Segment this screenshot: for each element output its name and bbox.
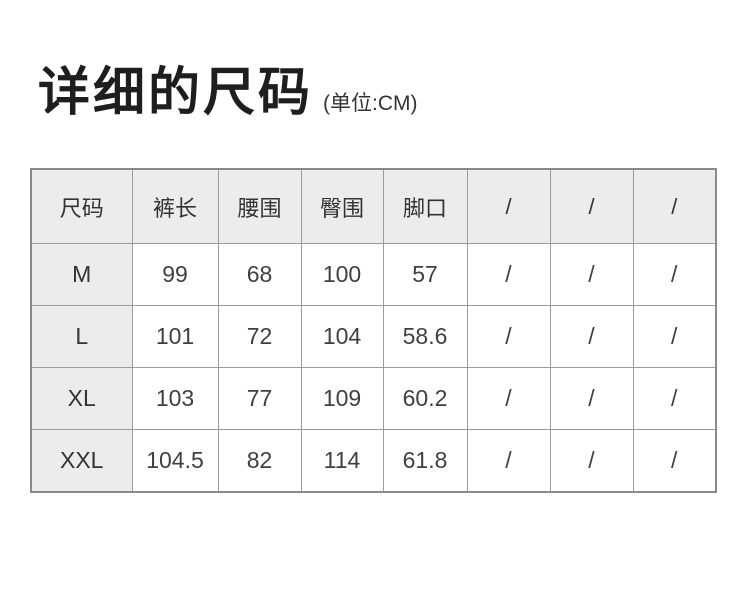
- header-cell-leg-opening: 脚口: [382, 168, 468, 244]
- value-cell: /: [466, 429, 551, 493]
- value-cell: 72: [217, 305, 302, 368]
- value-cell: /: [632, 243, 717, 306]
- value-cell: 104: [300, 305, 384, 368]
- header-cell-empty-2: /: [549, 168, 634, 244]
- value-cell: 114: [300, 429, 384, 493]
- value-cell: /: [632, 305, 717, 368]
- size-cell: XXL: [30, 429, 133, 493]
- unit-note: (单位:CM): [323, 92, 418, 115]
- header-cell-waist: 腰围: [217, 168, 302, 244]
- value-cell: 77: [217, 367, 302, 430]
- value-cell: 109: [300, 367, 384, 430]
- value-cell: /: [632, 367, 717, 430]
- value-cell: 101: [131, 305, 219, 368]
- table-row-xxl: XXL 104.5 82 114 61.8 / / /: [30, 429, 717, 493]
- value-cell: 100: [300, 243, 384, 306]
- value-cell: 99: [131, 243, 219, 306]
- value-cell: /: [466, 367, 551, 430]
- value-cell: 58.6: [382, 305, 468, 368]
- table-row-l: L 101 72 104 58.6 / / /: [30, 305, 717, 368]
- table-row-xl: XL 103 77 109 60.2 / / /: [30, 367, 717, 430]
- value-cell: /: [549, 367, 634, 430]
- header-cell-size: 尺码: [30, 168, 133, 244]
- title-block: 详细的尺码 (单位:CM): [38, 50, 418, 125]
- table-row-m: M 99 68 100 57 / / /: [30, 243, 717, 306]
- table-header-row: 尺码 裤长 腰围 臀围 脚口 / / /: [30, 168, 717, 244]
- value-cell: /: [466, 305, 551, 368]
- page-title: 详细的尺码: [38, 64, 314, 122]
- value-cell: 60.2: [382, 367, 468, 430]
- value-cell: /: [549, 429, 634, 493]
- size-cell: M: [30, 243, 133, 306]
- size-cell: XL: [30, 367, 133, 430]
- size-table: 尺码 裤长 腰围 臀围 脚口 / / / M 99 68 100 57 / / …: [30, 168, 717, 493]
- header-cell-pant-length: 裤长: [131, 168, 219, 244]
- value-cell: 82: [217, 429, 302, 493]
- header-cell-empty-1: /: [466, 168, 551, 244]
- header-cell-empty-3: /: [632, 168, 717, 244]
- value-cell: 68: [217, 243, 302, 306]
- size-cell: L: [30, 305, 133, 368]
- value-cell: /: [632, 429, 717, 493]
- header-cell-hip: 臀围: [300, 168, 384, 244]
- value-cell: 61.8: [382, 429, 468, 493]
- value-cell: /: [549, 305, 634, 368]
- value-cell: 103: [131, 367, 219, 430]
- value-cell: /: [466, 243, 551, 306]
- value-cell: 104.5: [131, 429, 219, 493]
- value-cell: 57: [382, 243, 468, 306]
- value-cell: /: [549, 243, 634, 306]
